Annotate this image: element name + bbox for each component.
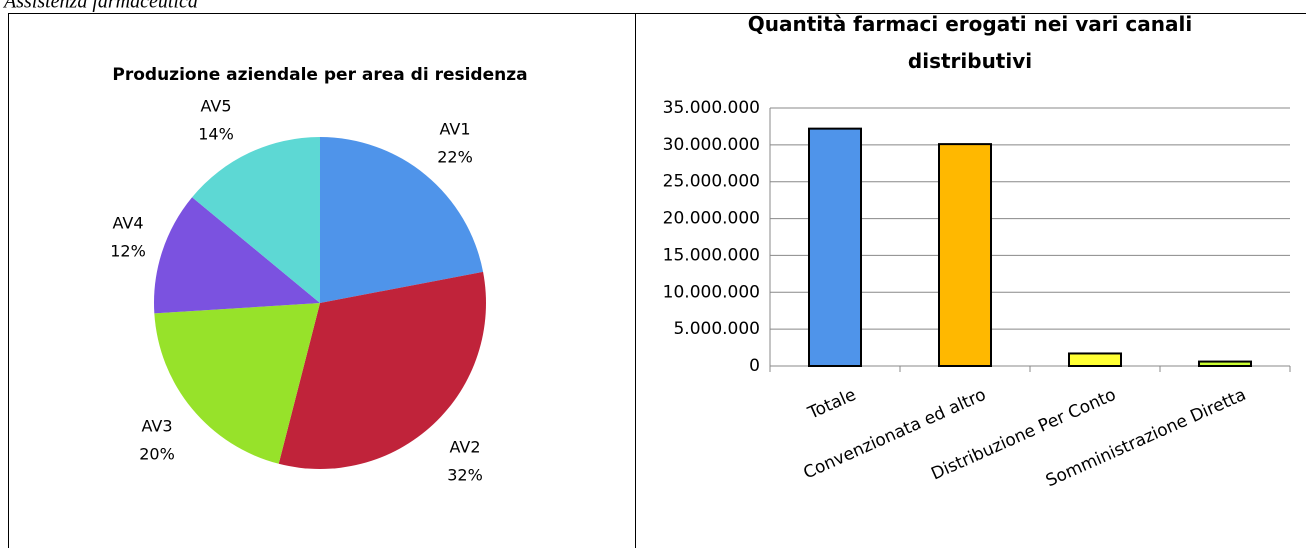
pie-slice (192, 137, 320, 303)
slice-label-name: AV1 (439, 120, 470, 139)
y-tick-label: 0 (749, 356, 760, 376)
chart-title: Produzione aziendale per area di residen… (112, 65, 527, 85)
slice-label-name: AV5 (200, 97, 231, 116)
y-tick-label: 15.000.000 (663, 245, 760, 265)
slice-label-value: 32% (447, 466, 483, 485)
bar (808, 127, 862, 367)
slice-label-value: 12% (110, 242, 146, 261)
slice-label-name: AV4 (112, 214, 143, 233)
bar (1068, 352, 1122, 367)
pie-slice (154, 197, 320, 314)
slice-label-name: AV2 (449, 438, 480, 457)
slice-label-value: 20% (139, 445, 175, 464)
bar (1198, 360, 1252, 368)
slice-label-value: 22% (437, 148, 473, 167)
bar (938, 143, 992, 367)
slice-label-value: 14% (198, 125, 234, 144)
y-tick-label: 5.000.000 (673, 319, 760, 339)
x-tick-label: Totale (804, 385, 859, 424)
slice-label-name: AV3 (141, 417, 172, 436)
y-tick-label: 35.000.000 (663, 98, 760, 118)
y-tick-label: 30.000.000 (663, 135, 760, 155)
pie-slice (278, 271, 486, 469)
y-tick-label: 20.000.000 (663, 209, 760, 229)
right-frame (635, 13, 1306, 548)
y-tick-label: 10.000.000 (663, 282, 760, 302)
pie-slice (320, 137, 484, 303)
y-tick-label: 25.000.000 (663, 172, 760, 192)
page-title: Assistenza farmaceutica (2, 0, 198, 13)
chart-title: Quantità farmaci erogati nei vari canali… (748, 12, 1192, 73)
pie-slice (154, 303, 320, 464)
